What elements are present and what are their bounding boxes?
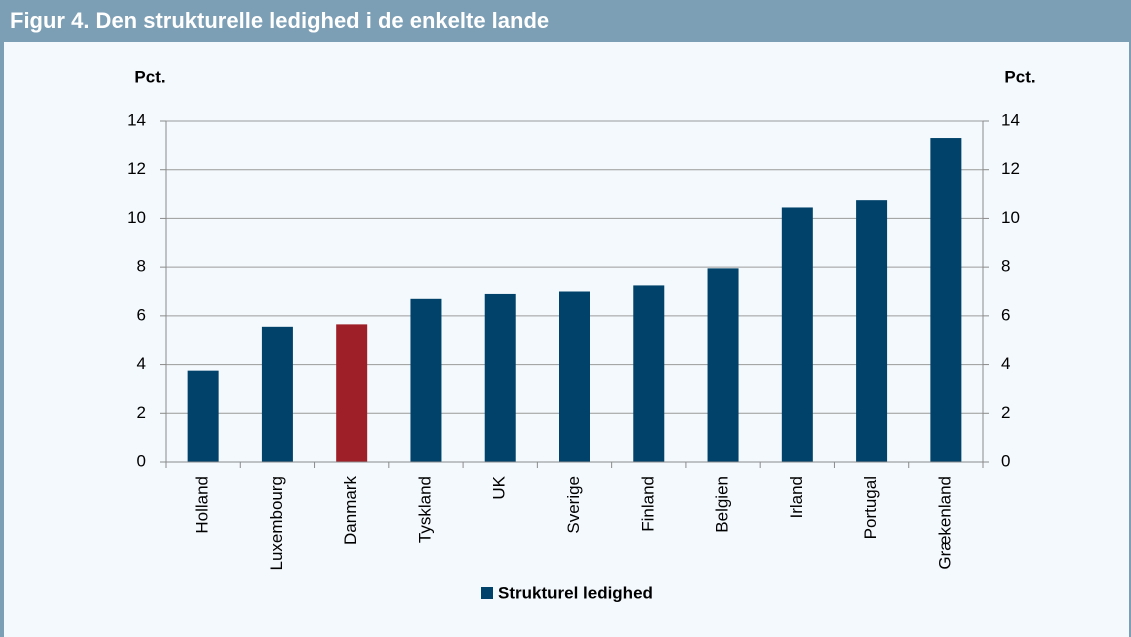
bar: [856, 200, 888, 463]
x-tick-label: Holland: [193, 476, 212, 534]
y2-tick-label: 10: [1001, 208, 1020, 227]
x-tick-label: Finland: [638, 476, 657, 532]
bar: [410, 298, 442, 462]
y-tick-label: 6: [137, 305, 146, 324]
bar: [336, 324, 368, 462]
y2-axis-label: Pct.: [1004, 67, 1035, 86]
x-tick-label: Irland: [787, 476, 806, 519]
bar: [261, 326, 293, 462]
bar: [781, 207, 813, 462]
y2-tick-label: 8: [1001, 257, 1010, 276]
bar: [187, 370, 219, 462]
y2-tick-label: 4: [1001, 354, 1010, 373]
legend-label: Strukturel ledighed: [498, 583, 653, 602]
x-tick-label: Grækenland: [935, 476, 954, 570]
x-tick-label: Danmark: [341, 476, 360, 545]
bar: [633, 285, 665, 462]
bar: [484, 293, 516, 462]
bar: [930, 138, 962, 463]
y2-tick-label: 12: [1001, 159, 1020, 178]
y-tick-label: 12: [127, 159, 146, 178]
legend-swatch: [481, 587, 493, 599]
y2-tick-label: 6: [1001, 305, 1010, 324]
x-tick-label: Luxembourg: [267, 476, 286, 571]
x-tick-label: Portugal: [861, 476, 880, 539]
y2-tick-label: 0: [1001, 451, 1010, 470]
x-tick-label: Belgien: [713, 476, 732, 533]
y-tick-label: 4: [137, 354, 146, 373]
bar: [707, 268, 739, 462]
y-axis-label: Pct.: [134, 67, 165, 86]
x-tick-label: UK: [490, 475, 509, 499]
y2-tick-label: 2: [1001, 403, 1010, 422]
y2-tick-label: 14: [1001, 110, 1020, 129]
chart-title: Figur 4. Den strukturelle ledighed i de …: [0, 0, 1131, 42]
x-tick-label: Tyskland: [415, 476, 434, 543]
y-tick-label: 0: [137, 451, 146, 470]
bar: [559, 291, 590, 462]
x-tick-label: Sverige: [564, 476, 583, 534]
y-tick-label: 14: [127, 110, 146, 129]
y-tick-label: 10: [127, 208, 146, 227]
y-tick-label: 8: [137, 257, 146, 276]
y-tick-label: 2: [137, 403, 146, 422]
